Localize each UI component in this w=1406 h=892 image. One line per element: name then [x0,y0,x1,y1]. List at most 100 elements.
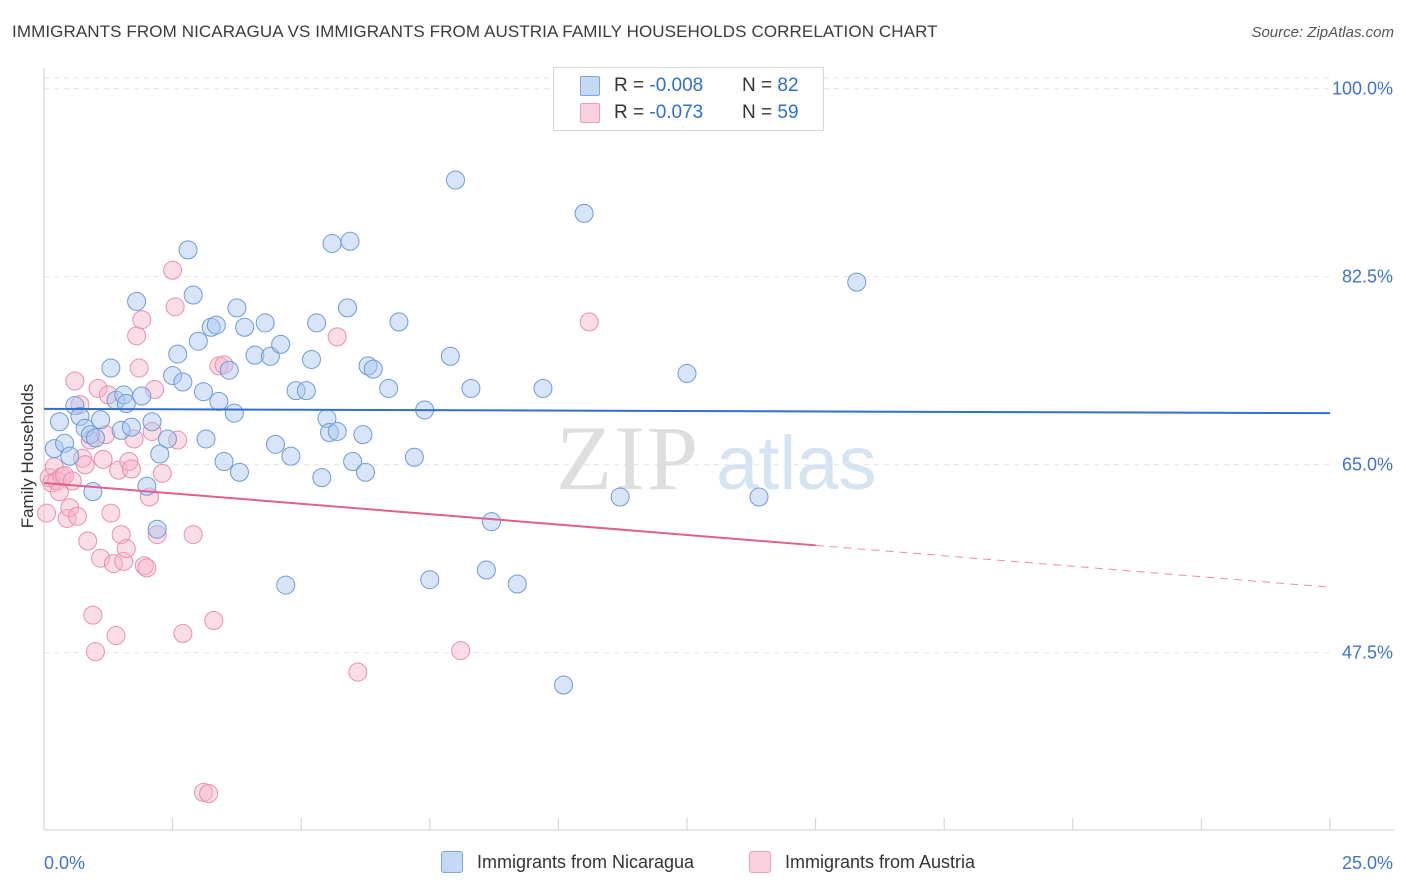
data-point [83,482,103,502]
data-point [173,623,193,643]
data-point [235,317,255,337]
data-point [554,675,574,695]
data-point [119,452,139,472]
data-point [420,570,440,590]
data-point [132,386,152,406]
data-point [312,468,332,488]
data-point [116,539,136,559]
data-point [446,170,466,190]
data-point [91,548,111,568]
data-point [440,346,460,366]
data-point [168,344,188,364]
data-point [44,439,64,459]
data-point [127,326,147,346]
data-point [129,358,149,378]
data-point [265,434,285,454]
data-point [327,327,347,347]
data-point [451,641,471,661]
data-point [111,420,131,440]
data-point [301,349,321,369]
data-point [281,446,301,466]
series-austria-points [37,260,599,803]
data-point [358,356,378,376]
data-point [343,452,363,472]
data-point [67,506,87,526]
data-point [132,310,152,330]
legend-r-value: -0.073 [649,102,704,123]
legend-r-value: -0.008 [649,75,704,96]
data-point [574,203,594,223]
data-point [296,381,316,401]
data-point [389,312,409,332]
data-point [227,298,247,318]
data-point [322,233,342,253]
data-point [204,611,224,631]
data-point [55,433,75,453]
x-tick-label-max: 25.0% [1342,853,1393,873]
legend-n-value: 59 [777,102,799,123]
data-point [93,449,113,469]
data-point [353,425,373,445]
legend-label-austria: Immigrants from Austria [785,851,976,872]
y-tick-label: 65.0% [1342,455,1393,475]
data-point [749,487,769,507]
data-point [147,525,167,545]
data-point [78,531,98,551]
data-point [163,260,183,280]
data-point [379,378,399,398]
data-point [319,423,339,443]
data-point [85,642,105,662]
legend-label-nicaragua: Immigrants from Nicaragua [477,851,695,872]
legend-item-nicaragua[interactable]: Immigrants from Nicaragua [441,851,694,873]
data-point [157,429,177,449]
chart-title: IMMIGRANTS FROM NICARAGUA VS IMMIGRANTS … [12,22,938,41]
data-point [91,410,111,430]
data-point [116,394,136,414]
data-point [206,315,226,335]
data-point [579,312,599,332]
data-point [134,556,154,576]
trend-line-austria [43,482,816,547]
data-point [150,444,170,464]
legend-swatch-austria [580,103,600,123]
data-point [286,381,306,401]
legend-swatch-austria [749,851,771,873]
legend-swatch-nicaragua [580,76,600,96]
data-point [183,525,203,545]
legend-row-nicaragua: R = -0.008 N = 82 [580,73,799,99]
data-point [404,447,424,467]
data-point [121,417,141,437]
data-point [219,360,239,380]
x-tick-label-min: 0.0% [44,853,85,873]
trend-line-austria-extrapolated [815,544,1331,588]
legend-n-label: N = [742,75,778,96]
data-point [193,382,213,402]
data-point [214,452,234,472]
data-point [507,574,527,594]
data-point [106,626,126,646]
x-tick-labels: 0.0% 25.0% [44,853,1393,873]
data-point [245,345,265,365]
y-tick-label: 82.5% [1342,267,1393,287]
data-point [847,272,867,292]
legend-n-label: N = [742,102,778,123]
data-point [677,363,697,383]
data-point [62,471,82,491]
data-point [75,418,95,438]
data-point [165,297,185,317]
data-point [101,358,121,378]
data-point [196,429,216,449]
data-point [65,396,85,416]
data-point [255,313,275,333]
data-point [533,378,553,398]
data-point [271,334,291,354]
y-axis-label: Family Households [18,383,37,529]
data-point [142,421,162,441]
data-point [183,285,203,305]
data-point [327,421,347,441]
data-point [121,459,141,479]
legend-item-austria[interactable]: Immigrants from Austria [749,851,975,873]
legend-r-label: R = [614,75,650,96]
data-point [356,462,375,482]
